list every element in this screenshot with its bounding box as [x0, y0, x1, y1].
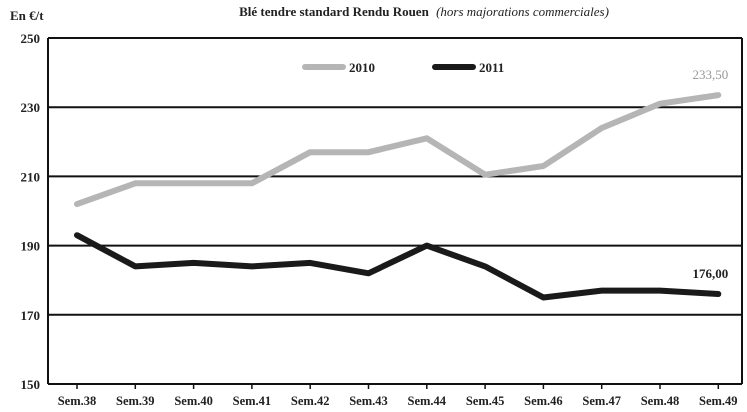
y-axis-ticks: 250 230 210 190 170 150	[21, 31, 41, 392]
data-point-2011	[191, 260, 196, 265]
end-labels: 233,50 176,00	[693, 67, 729, 281]
x-tick-label: Sem.41	[233, 394, 272, 408]
data-point-2011	[75, 233, 79, 238]
x-tick-label: Sem.47	[582, 394, 621, 408]
data-point-2011	[716, 292, 721, 297]
legend: 2010 2011	[302, 60, 504, 75]
data-point-2011	[483, 264, 488, 269]
y-tick-label: 150	[21, 377, 41, 392]
y-tick-label: 230	[21, 100, 41, 115]
data-point-2010	[483, 172, 488, 177]
series-line-2011	[74, 232, 722, 301]
data-point-2010	[541, 164, 546, 169]
data-point-2011	[133, 264, 138, 269]
data-point-2011	[541, 295, 546, 300]
series-lines	[74, 92, 722, 301]
chart-subtitle: (hors majorations commerciales)	[436, 4, 609, 19]
end-label-2011: 176,00	[693, 266, 729, 281]
data-point-2011	[658, 288, 662, 293]
data-point-2010	[308, 150, 313, 155]
data-point-2010	[716, 93, 721, 98]
x-tick-label: Sem.42	[291, 394, 330, 408]
data-point-2011	[249, 264, 254, 269]
legend-label-2011: 2011	[479, 60, 504, 75]
x-tick-label: Sem.38	[58, 394, 97, 408]
x-tick-label: Sem.44	[408, 394, 447, 408]
chart-title-main: Blé tendre standard Rendu Rouen	[239, 4, 430, 19]
y-tick-label: 190	[21, 239, 41, 254]
x-tick-label: Sem.46	[524, 394, 563, 408]
x-axis-ticks: Sem.38 Sem.39 Sem.40 Sem.41 Sem.42 Sem.43 Sem.…	[58, 384, 738, 408]
chart-title: Blé tendre standard Rendu Rouen (hors ma…	[239, 4, 609, 19]
data-point-2010	[658, 101, 662, 106]
x-tick-label: Sem.45	[466, 394, 505, 408]
data-point-2010	[249, 181, 254, 186]
data-point-2010	[191, 181, 196, 186]
data-point-2011	[308, 260, 313, 265]
data-point-2011	[366, 271, 371, 276]
y-tick-label: 170	[21, 308, 41, 323]
series-line-2010	[74, 92, 722, 208]
x-tick-label: Sem.49	[699, 394, 738, 408]
x-tick-label: Sem.40	[174, 394, 213, 408]
data-point-2010	[599, 125, 604, 130]
data-point-2010	[133, 181, 138, 186]
data-point-2010	[366, 150, 371, 155]
end-label-2010: 233,50	[693, 67, 729, 82]
legend-label-2010: 2010	[349, 60, 375, 75]
y-tick-label: 250	[21, 31, 41, 46]
data-point-2011	[599, 288, 604, 293]
y-axis-unit-label: En €/t	[10, 8, 44, 23]
x-tick-label: Sem.39	[116, 394, 155, 408]
x-tick-label: Sem.48	[641, 394, 680, 408]
grid	[47, 37, 743, 385]
data-point-2010	[75, 202, 79, 207]
x-tick-label: Sem.43	[349, 394, 388, 408]
data-point-2011	[424, 243, 429, 248]
y-tick-label: 210	[21, 169, 41, 184]
data-point-2010	[424, 136, 429, 141]
